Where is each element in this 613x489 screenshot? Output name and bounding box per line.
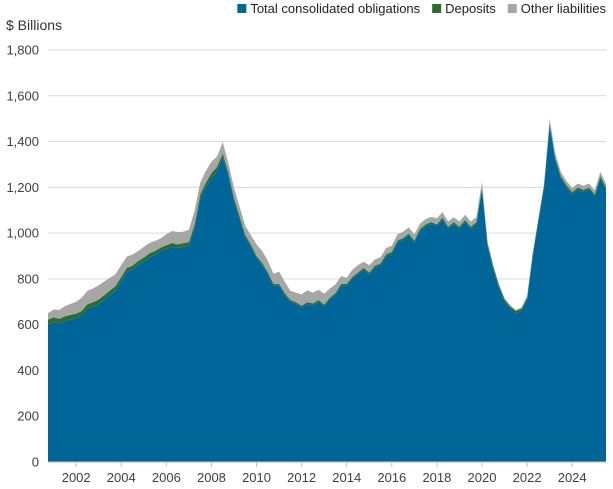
y-tick-label: 1,800 bbox=[6, 43, 39, 58]
x-tick-label: 2016 bbox=[377, 470, 406, 485]
legend: Total consolidated obligations Deposits Ot… bbox=[237, 1, 607, 16]
legend-label: Deposits bbox=[445, 1, 496, 16]
x-tick-label: 2010 bbox=[242, 470, 271, 485]
legend-item: Total consolidated obligations bbox=[237, 1, 421, 16]
y-tick-label: 200 bbox=[17, 409, 39, 424]
series-areas bbox=[48, 118, 606, 462]
legend-label: Total consolidated obligations bbox=[250, 1, 420, 16]
legend-swatch bbox=[237, 4, 247, 13]
x-tick-label: 2024 bbox=[558, 470, 587, 485]
x-tick-label: 2018 bbox=[422, 470, 451, 485]
legend-swatch bbox=[432, 4, 442, 13]
x-tick-label: 2002 bbox=[62, 470, 91, 485]
axes bbox=[48, 461, 606, 467]
y-tick-label: 1,000 bbox=[6, 226, 39, 241]
x-tick-labels: 2002 2004 2006 2008 2010 2012 2014 2016 2018 2020… bbox=[62, 470, 587, 485]
y-tick-label: 1,400 bbox=[6, 134, 39, 149]
legend-item: Other liabilities bbox=[507, 1, 607, 16]
y-tick-label: 400 bbox=[17, 363, 39, 378]
y-tick-label: 1,600 bbox=[6, 88, 39, 103]
y-tick-label: 600 bbox=[17, 317, 39, 332]
area-total-consolidated-obligations bbox=[48, 125, 606, 462]
x-tick-label: 2004 bbox=[107, 470, 136, 485]
legend-swatch bbox=[507, 4, 517, 13]
x-tick-label: 2006 bbox=[152, 470, 181, 485]
x-tick-label: 2020 bbox=[468, 470, 497, 485]
x-tick-label: 2008 bbox=[197, 470, 226, 485]
y-tick-label: 800 bbox=[17, 271, 39, 286]
y-axis-label: $ Billions bbox=[6, 17, 62, 33]
y-tick-label: 0 bbox=[32, 455, 39, 470]
x-tick-label: 2022 bbox=[513, 470, 542, 485]
y-tick-label: 1,200 bbox=[6, 180, 39, 195]
legend-label: Other liabilities bbox=[521, 1, 607, 16]
y-tick-labels: 0 200 400 600 800 1,000 1,200 1,400 1,600 1,800 bbox=[6, 43, 39, 470]
x-tick-label: 2012 bbox=[287, 470, 316, 485]
x-tick-label: 2014 bbox=[332, 470, 361, 485]
legend-item: Deposits bbox=[432, 1, 496, 16]
